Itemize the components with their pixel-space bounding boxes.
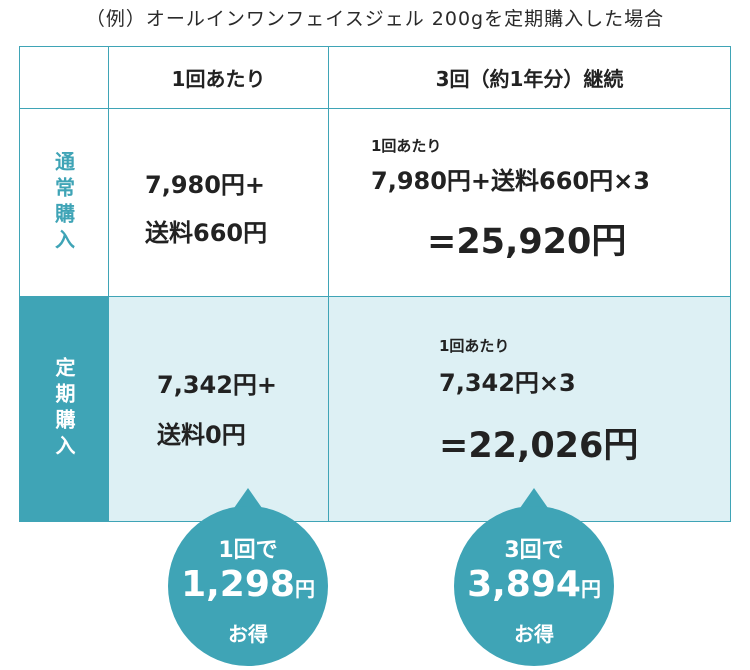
savings-2-suffix: お得: [514, 622, 554, 646]
savings-bubble-1: 1回で 1,298円 お得: [168, 506, 328, 666]
savings-1-unit: 円: [294, 577, 315, 601]
subscription-three-formula: 7,342円×3: [439, 369, 576, 397]
savings-bubble-2-pointer: [520, 488, 548, 508]
subscription-three-note: 1回あたり: [439, 337, 510, 355]
comparison-table: 1回あたり 3回（約1年分）継続 通常購入 7,980円+ 送料660円 1回あ…: [19, 46, 731, 522]
row-regular-label: 通常購入: [51, 150, 76, 255]
savings-1-suffix: お得: [228, 622, 268, 646]
savings-1-amount: 1,298: [181, 564, 295, 605]
subscription-per-time-cell: 7,342円+ 送料0円: [109, 297, 329, 521]
savings-2-amount: 3,894: [467, 564, 581, 605]
page-caption: （例）オールインワンフェイスジェル 200gを定期購入した場合: [85, 8, 665, 30]
row-regular-label-cell: 通常購入: [20, 109, 109, 297]
savings-bubble-2: 3回で 3,894円 お得: [454, 506, 614, 666]
regular-per-time-price: 7,980円+: [145, 171, 266, 199]
subscription-per-time-shipping: 送料0円: [157, 421, 246, 449]
regular-per-time-cell: 7,980円+ 送料660円: [109, 109, 329, 297]
regular-per-time-shipping: 送料660円: [145, 219, 268, 247]
subscription-per-time-price: 7,342円+: [157, 371, 278, 399]
regular-three-total: =25,920円: [427, 222, 627, 262]
subscription-three-total: =22,026円: [439, 426, 639, 466]
regular-three-times-cell: 1回あたり 7,980円+送料660円×3 =25,920円: [329, 109, 730, 297]
header-blank-cell: [20, 47, 109, 109]
header-three-times: 3回（約1年分）継続: [329, 47, 730, 109]
savings-bubble-1-pointer: [234, 488, 262, 508]
header-per-time-label: 1回あたり: [171, 67, 266, 91]
savings-2-prefix: 3回で: [504, 538, 564, 563]
regular-three-note: 1回あたり: [371, 137, 442, 155]
savings-2-amount-line: 3,894円: [454, 564, 614, 605]
savings-1-prefix: 1回で: [218, 538, 278, 563]
regular-three-formula: 7,980円+送料660円×3: [371, 167, 650, 195]
row-subscription-label: 定期購入: [52, 357, 76, 461]
header-three-times-label: 3回（約1年分）継続: [435, 67, 624, 91]
subscription-three-times-cell: 1回あたり 7,342円×3 =22,026円: [329, 297, 730, 521]
row-subscription-label-cell: 定期購入: [20, 297, 109, 521]
header-per-time: 1回あたり: [109, 47, 329, 109]
savings-1-amount-line: 1,298円: [168, 564, 328, 605]
savings-2-unit: 円: [580, 577, 601, 601]
